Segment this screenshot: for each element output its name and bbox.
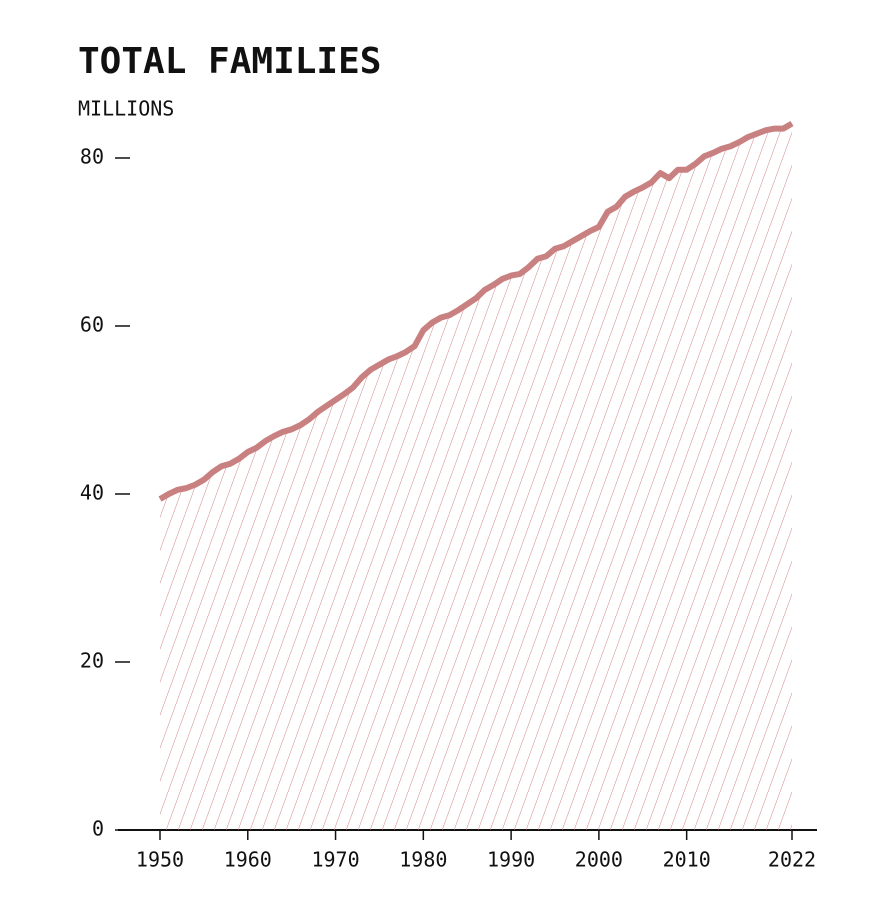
x-tick-label: 2000 — [575, 848, 623, 872]
y-tick-label: 60 — [80, 313, 104, 337]
chart-subtitle: MILLIONS — [78, 97, 174, 121]
y-tick-label: 80 — [80, 145, 104, 169]
y-tick-label: 40 — [80, 481, 104, 505]
x-tick-label: 1960 — [224, 848, 272, 872]
x-tick-label: 2022 — [768, 848, 816, 872]
x-tick-label: 2010 — [663, 848, 711, 872]
x-tick-label: 1970 — [311, 848, 359, 872]
line — [158, 120, 794, 502]
area-fill — [160, 123, 792, 830]
x-tick-label: 1980 — [399, 848, 447, 872]
x-tick-label: 1950 — [136, 848, 184, 872]
y-tick-label: 20 — [80, 649, 104, 673]
chart-title: TOTAL FAMILIES — [78, 41, 381, 82]
x-tick-label: 1990 — [487, 848, 535, 872]
y-tick-label: 0 — [92, 817, 104, 841]
